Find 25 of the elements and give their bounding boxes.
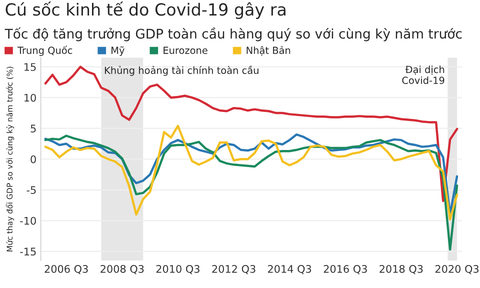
legend-label: Nhật Bản (246, 46, 290, 56)
y-tick-label: -15 (20, 248, 36, 256)
x-tick-label: 2008 Q3 (100, 264, 144, 274)
legend-label: Mỹ (112, 46, 124, 56)
band-label: Đại dịch Covid-19 (402, 66, 444, 84)
x-tick-label: 2014 Q3 (268, 264, 312, 274)
y-tick-label: 5 (30, 124, 36, 132)
y-tick-label: -10 (20, 216, 36, 225)
chart-subtitle: Tốc độ tăng trưởng GDP toàn cầu hàng quý so với cùng kỳ năm trước (4, 27, 462, 42)
chart-title: Cú sốc kinh tế do Covid-19 gây ra (6, 1, 286, 19)
y-tick-label: 0 (30, 155, 36, 164)
line-series (44, 134, 458, 251)
x-tick-label: 2016 Q3 (324, 264, 367, 274)
x-tick-label: 2006 Q3 (44, 264, 88, 274)
x-tick-label: 2020 Q3 (435, 264, 479, 274)
y-tick-label: -5 (26, 186, 36, 194)
x-tick-label: 2018 Q3 (380, 264, 423, 274)
legend-label: Trung Quốc (17, 46, 72, 56)
legend-label: Eurozone (164, 46, 208, 54)
band-label: Khủng hoảng tài chính toàn cầu (104, 66, 258, 76)
x-tick-label: 2012 Q3 (212, 264, 256, 274)
y-tick-label: 15 (24, 63, 36, 71)
x-tick-label: 2010 Q3 (156, 264, 200, 274)
line-series (44, 66, 458, 202)
y-tick-label: 10 (24, 94, 36, 102)
